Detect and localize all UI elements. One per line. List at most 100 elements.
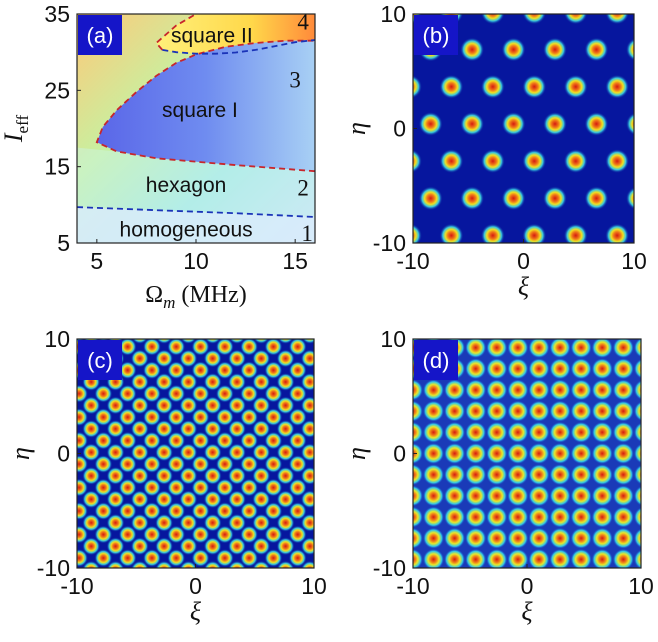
- pattern-spot: [633, 401, 641, 422]
- pattern-spot: [486, 379, 508, 401]
- pattern-spot: [227, 372, 246, 391]
- pattern-spot: [413, 75, 422, 99]
- pattern-spot: [215, 408, 234, 427]
- pattern-spot: [227, 490, 246, 509]
- pattern-spot: [522, 149, 547, 174]
- pattern-spot: [381, 358, 402, 379]
- pattern-spot: [439, 149, 464, 174]
- pattern-spot: [313, 506, 314, 516]
- pattern-spot: [142, 455, 161, 474]
- pattern-spot: [288, 339, 307, 356]
- x-tick-label: 5: [90, 248, 103, 274]
- pattern-spot: [570, 339, 592, 359]
- pattern-spot: [142, 361, 161, 380]
- pattern-spot: [77, 384, 89, 403]
- pattern-spot: [313, 413, 314, 422]
- y-tick-label: 10: [380, 1, 406, 27]
- pattern-spot: [584, 186, 609, 211]
- pattern-spot: [252, 349, 271, 368]
- pattern-spot: [647, 75, 658, 99]
- pattern-spot: [612, 548, 634, 568]
- pattern-spot: [94, 431, 113, 450]
- x-tick-label: 0: [189, 573, 202, 599]
- pattern-spot: [444, 485, 466, 507]
- pattern-spot: [423, 316, 444, 337]
- pattern-spot: [276, 349, 295, 368]
- pattern-spot: [480, 223, 505, 243]
- pattern-spot: [276, 537, 295, 556]
- pattern-spot: [507, 421, 529, 443]
- pattern-spot: [418, 111, 443, 136]
- pattern-spot: [240, 384, 259, 403]
- pattern-spot: [77, 455, 89, 474]
- pattern-spot: [465, 506, 487, 528]
- pattern-spot: [156, 339, 173, 344]
- pattern-spot: [191, 502, 210, 521]
- pattern-spot: [549, 527, 571, 549]
- pattern-spot: [215, 431, 234, 450]
- pattern-spot: [528, 316, 549, 337]
- pattern-spot: [528, 358, 550, 380]
- pattern-spot: [82, 537, 101, 556]
- pattern-spot: [252, 419, 271, 438]
- pattern-spot: [227, 466, 246, 485]
- pattern-spot: [633, 380, 641, 400]
- pattern-spot: [423, 527, 445, 549]
- pattern-spot: [570, 506, 592, 528]
- pattern-spot: [486, 527, 508, 549]
- pattern-spot: [58, 490, 76, 508]
- pattern-spot: [240, 478, 259, 497]
- pattern-spot: [130, 537, 149, 556]
- phase-boundary: [162, 39, 315, 55]
- pattern-spot: [82, 513, 101, 532]
- pattern-spot: [227, 396, 246, 415]
- x-tick-label: 10: [621, 248, 647, 274]
- pattern-spot: [94, 548, 113, 567]
- pattern-spot: [240, 408, 259, 427]
- pattern-spot: [413, 149, 422, 173]
- pattern-spot: [240, 361, 259, 380]
- pattern-spot: [313, 436, 314, 445]
- pattern-spot: [288, 384, 307, 403]
- pattern-spot: [252, 396, 271, 415]
- y-tick-label: 0: [393, 116, 406, 142]
- pattern-spot: [203, 419, 222, 438]
- pattern-spot: [106, 466, 125, 485]
- pattern-spot: [591, 339, 613, 359]
- pattern-spot: [191, 431, 210, 450]
- pattern-spot: [486, 548, 508, 568]
- pattern-spot: [118, 548, 137, 567]
- x-axis-label: ξ: [190, 597, 202, 626]
- pattern-spot: [549, 485, 571, 507]
- pattern-spot: [460, 261, 484, 285]
- pattern-spot: [507, 379, 529, 401]
- pattern-spot: [413, 400, 423, 422]
- pattern-spot: [549, 548, 571, 568]
- pattern-spot: [465, 379, 487, 401]
- pattern-spot: [336, 38, 360, 62]
- pattern-spot: [130, 419, 149, 438]
- pattern-spot: [227, 513, 246, 532]
- x-axis-label: ξ: [521, 597, 533, 626]
- pattern-spot: [155, 396, 174, 415]
- pattern-spot: [357, 0, 381, 24]
- pattern-spot: [130, 443, 149, 462]
- pattern-spot: [612, 339, 634, 359]
- pattern-spot: [58, 349, 76, 367]
- pattern-spot: [439, 74, 464, 99]
- pattern-spot: [167, 431, 186, 450]
- pattern-spot: [315, 223, 339, 247]
- y-axis-label: η: [342, 447, 371, 460]
- pattern-spot: [106, 513, 125, 532]
- region-homogeneous: [77, 207, 315, 243]
- pattern-spot: [77, 478, 89, 497]
- y-tick-label: 0: [57, 441, 70, 467]
- pattern-spot: [460, 37, 485, 62]
- pattern-spot: [591, 358, 613, 380]
- pattern-spot: [167, 408, 186, 427]
- pattern-spot: [77, 502, 89, 521]
- pattern-spot: [377, 186, 401, 210]
- pattern-spot: [444, 400, 466, 422]
- region-hexagon: [77, 147, 315, 217]
- pattern-spot: [313, 342, 314, 351]
